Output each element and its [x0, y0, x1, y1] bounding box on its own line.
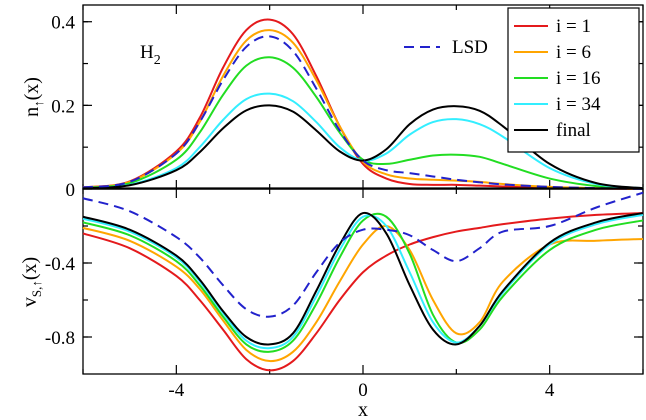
svg-text:vS,↑(x): vS,↑(x): [19, 257, 44, 307]
legend-label: i = 6: [556, 42, 591, 63]
series-line-i-34: [82, 213, 644, 350]
top-series-lines: [82, 18, 644, 190]
series-line-final: [82, 104, 644, 190]
svg-text:n↑(x): n↑(x): [21, 77, 46, 117]
bottom-series-lines: [82, 191, 644, 372]
series-line-lsd: [82, 191, 644, 318]
top-panel: 0 0.2 0.4 H2 n↑(x) i = 1 i = 6 i = 16 i = 34 f…: [21, 4, 644, 201]
y-tick-label: 0.2: [51, 96, 75, 117]
legend-label: i = 1: [556, 16, 591, 37]
legend-label: i = 34: [556, 94, 601, 115]
series-line-i-6: [82, 224, 644, 363]
top-ylabel: n↑(x): [21, 77, 46, 117]
y-tick-label: -0.4: [45, 254, 76, 275]
y-tick-label: 0.4: [51, 13, 75, 34]
series-line-i-34: [82, 92, 644, 190]
x-axis-label: x: [358, 399, 368, 420]
series-line-final: [82, 211, 644, 346]
legend-lsd-entry: LSD: [404, 37, 488, 58]
legend: i = 1 i = 6 i = 16 i = 34 final: [507, 7, 640, 153]
series-line-i-1: [82, 212, 644, 372]
legend-label-lsd: LSD: [452, 37, 488, 58]
bottom-ylabel: vS,↑(x): [19, 257, 44, 307]
molecule-annotation: H2: [140, 42, 161, 68]
bottom-panel: -0.4 -0.8 -4 0 4 vS,↑(x) x: [19, 188, 644, 420]
series-line-i-16: [82, 56, 644, 190]
series-line-i-16: [82, 212, 644, 353]
y-tick-label: -0.8: [45, 328, 75, 349]
y-tick-label: 0: [66, 180, 76, 201]
legend-box: [507, 7, 640, 153]
bottom-ticks: -0.4 -0.8 -4 0 4: [45, 189, 644, 401]
legend-label: i = 16: [556, 68, 601, 89]
series-line-lsd: [82, 35, 644, 190]
legend-label: final: [556, 120, 591, 141]
x-tick-label: -4: [168, 380, 184, 401]
x-tick-label: 0: [358, 380, 368, 401]
x-tick-label: 4: [545, 380, 555, 401]
